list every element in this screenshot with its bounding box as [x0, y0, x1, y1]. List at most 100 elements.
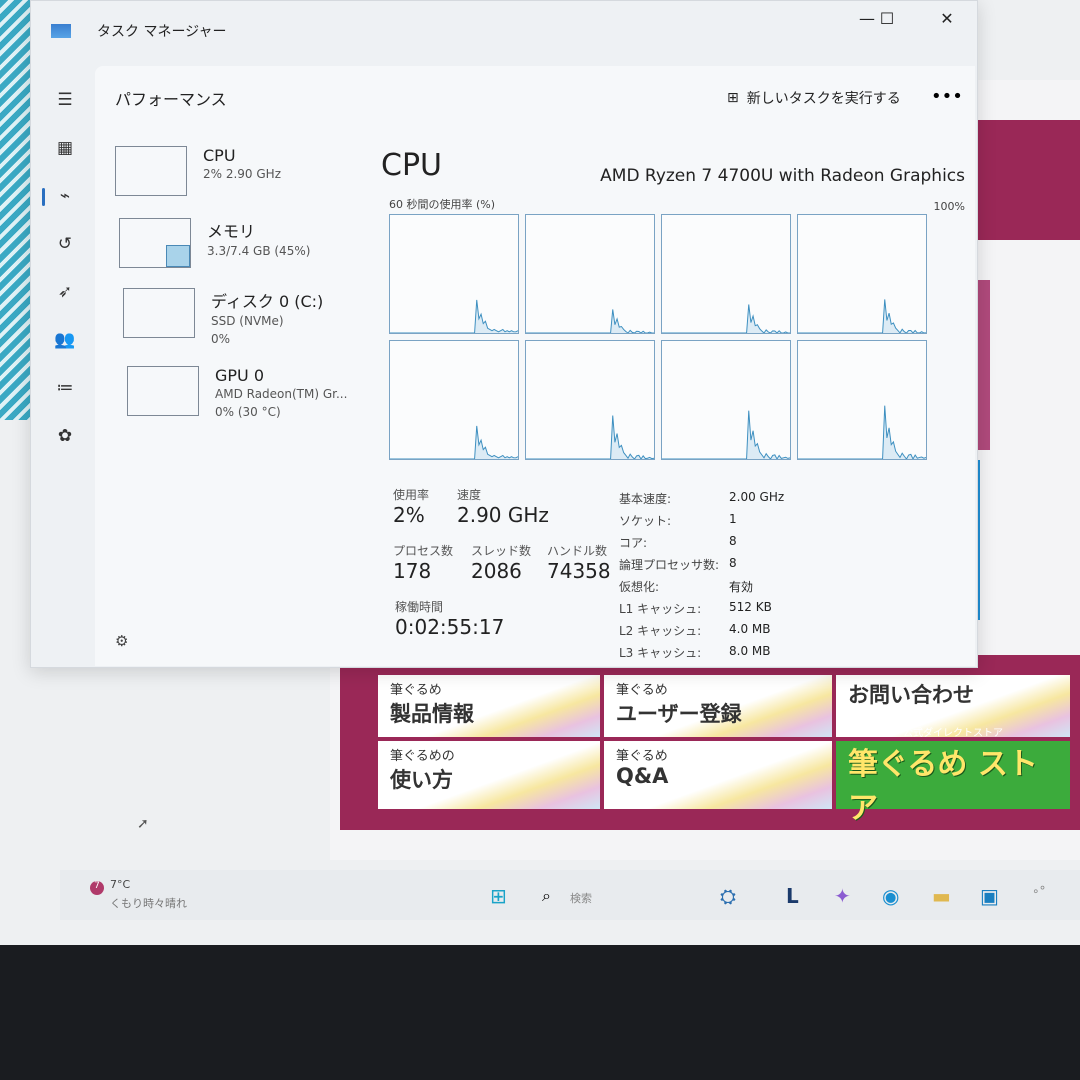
site-tile[interactable]: 公式ダイレクトストア 筆ぐるめ ストア	[836, 728, 1070, 826]
core-graph	[797, 214, 927, 334]
core-graph	[389, 214, 519, 334]
core-graph	[525, 340, 655, 460]
tile-title: ユーザー登録	[616, 702, 742, 726]
new-task-icon: ⊞	[727, 90, 739, 106]
resource-detail: AMD Radeon(TM) Gr...	[215, 387, 348, 401]
resource-detail: 0% (30 °C)	[215, 405, 281, 419]
maximize-button[interactable]: ☐	[879, 9, 895, 28]
memory-fill	[165, 245, 190, 267]
site-tile[interactable]: 筆ぐるめの 使い方	[378, 741, 600, 809]
graph-label: 60 秒間の使用率 (%)	[389, 198, 496, 211]
core-usage-line	[526, 309, 654, 334]
process-stat: プロセス数 178	[393, 542, 453, 583]
copilot-icon[interactable]: ✦	[834, 884, 851, 908]
taskbar: 7 7°C くもり時々晴れ ⊞ ⌕ 検索 ⛭ L ✦ ◉ ▬ ▣ ∘°	[60, 870, 1080, 920]
app-history-icon[interactable]: ↺	[57, 234, 73, 254]
core-usage-area	[798, 405, 926, 459]
screen: 筆ぐるめ 製品情報 筆ぐるめ ユーザー登録 お問い合わせ 筆ぐるめの 使い方 筆ぐるめ Q&A 公…	[0, 0, 1080, 945]
usage-stat: 使用率 2%	[393, 486, 429, 527]
app-icon[interactable]: L	[786, 884, 799, 908]
window-title: タスク マネージャー	[97, 24, 227, 40]
site-tile[interactable]: 筆ぐるめ Q&A	[604, 741, 832, 809]
core-usage-line	[390, 425, 519, 460]
search-box[interactable]: 検索	[570, 892, 592, 905]
core-usage-line	[390, 299, 519, 334]
process-label: プロセス数	[393, 544, 454, 558]
core-graph	[389, 340, 519, 460]
edge-icon[interactable]: ◉	[882, 884, 900, 908]
thread-stat: スレッド数 2086	[471, 542, 531, 583]
core-usage-area	[526, 309, 654, 333]
resource-thumbnail	[127, 366, 199, 416]
file-explorer-icon[interactable]: ▬	[932, 884, 951, 908]
nav-rail: ☰ ▦ ⌁ ↺ ➶ 👥 ≔ ✿	[42, 76, 85, 460]
core-graph	[661, 340, 791, 460]
run-new-task-button[interactable]: ⊞ 新しいタスクを実行する	[727, 88, 901, 108]
core-usage-line	[526, 415, 655, 460]
handle-value: 74358	[547, 559, 611, 583]
site-tile[interactable]: お問い合わせ	[836, 675, 1070, 737]
cpu-specs: 基本速度: 2.00 GHz ソケット: 1 コア: 8 論理プロセッサ数: 8 仮想化: 有効 L…	[619, 490, 809, 661]
core-usage-area	[526, 415, 654, 459]
task-manager-window: タスク マネージャー — ☐ ✕ ☰ ▦ ⌁ ↺ ➶ 👥 ≔ ✿ パフォーマンス…	[30, 0, 978, 668]
run-new-task-label: 新しいタスクを実行する	[746, 91, 901, 107]
users-icon[interactable]: 👥	[54, 330, 76, 350]
hamburger-icon[interactable]: ☰	[57, 90, 73, 110]
graph-max-label: 100%	[933, 200, 965, 213]
spec-value: 8.0 MB	[729, 644, 771, 658]
close-button[interactable]: ✕	[940, 9, 954, 28]
services-icon[interactable]: ✿	[57, 426, 73, 446]
tile-title: 使い方	[390, 768, 453, 792]
resource-detail: SSD (NVMe)	[211, 314, 284, 328]
resource-item-memory[interactable]: メモリ 3.3/7.4 GB (45%)	[119, 218, 379, 268]
resource-thumbnail	[119, 218, 191, 268]
site-tile[interactable]: 筆ぐるめ 製品情報	[378, 675, 600, 737]
more-options-button[interactable]: •••	[931, 86, 963, 107]
settings-icon[interactable]: ⚙	[115, 632, 129, 650]
resource-item-cpu[interactable]: CPU 2% 2.90 GHz	[115, 146, 375, 196]
weather-widget[interactable]: 7 7°C くもり時々晴れ	[90, 878, 187, 911]
handle-stat: ハンドル数 74358	[547, 542, 611, 583]
resource-name: メモリ	[207, 222, 256, 241]
spec-value: 2.00 GHz	[729, 490, 785, 504]
resource-item-disk[interactable]: ディスク 0 (C:) SSD (NVMe) 0%	[123, 288, 383, 348]
store-icon[interactable]: ▣	[980, 884, 999, 908]
resource-detail: 0%	[211, 332, 231, 346]
resource-detail: 2% 2.90 GHz	[203, 167, 282, 181]
core-usage-area	[662, 410, 790, 459]
uptime-value: 0:02:55:17	[395, 615, 505, 639]
core-usage-line	[798, 405, 927, 461]
core-usage-line	[662, 410, 791, 460]
usage-value: 2%	[393, 503, 425, 527]
tile-title: お問い合わせ	[848, 683, 974, 707]
core-usage-area	[390, 299, 518, 333]
minimize-button[interactable]: —	[859, 9, 875, 28]
core-usage-line	[798, 299, 926, 334]
processes-icon[interactable]: ▦	[56, 138, 74, 158]
spec-label: L2 キャッシュ:	[619, 624, 702, 638]
site-tile[interactable]: 筆ぐるめ ユーザー登録	[604, 675, 832, 737]
spec-label: 仮想化:	[619, 580, 660, 594]
core-usage-area	[662, 304, 790, 333]
resource-thumbnail	[123, 288, 195, 338]
tray-icon[interactable]: ∘°	[1032, 884, 1046, 898]
performance-icon[interactable]: ⌁	[42, 172, 85, 220]
spec-label: コア:	[619, 536, 648, 550]
start-icon[interactable]: ⊞	[490, 884, 507, 908]
startup-icon[interactable]: ➶	[57, 282, 73, 302]
details-icon[interactable]: ≔	[56, 378, 74, 398]
speed-stat: 速度 2.90 GHz	[457, 486, 549, 527]
resource-item-gpu[interactable]: GPU 0 AMD Radeon(TM) Gr... 0% (30 °C)	[127, 366, 387, 421]
core-graph	[525, 214, 655, 334]
tile-subtitle: 筆ぐるめ	[390, 683, 442, 698]
app-icon[interactable]: ⛭	[720, 884, 736, 908]
core-graph	[797, 340, 927, 461]
tile-title: 製品情報	[390, 702, 474, 726]
search-icon[interactable]: ⌕	[542, 886, 551, 905]
page-title: パフォーマンス	[115, 90, 227, 109]
resource-name: CPU	[203, 146, 236, 165]
spec-label: 論理プロセッサ数:	[619, 558, 720, 572]
spec-value: 有効	[729, 580, 754, 594]
thread-value: 2086	[471, 559, 522, 583]
site-menu-tiles: 筆ぐるめ 製品情報 筆ぐるめ ユーザー登録 お問い合わせ 筆ぐるめの 使い方 筆ぐるめ Q&A 公…	[340, 655, 1080, 830]
